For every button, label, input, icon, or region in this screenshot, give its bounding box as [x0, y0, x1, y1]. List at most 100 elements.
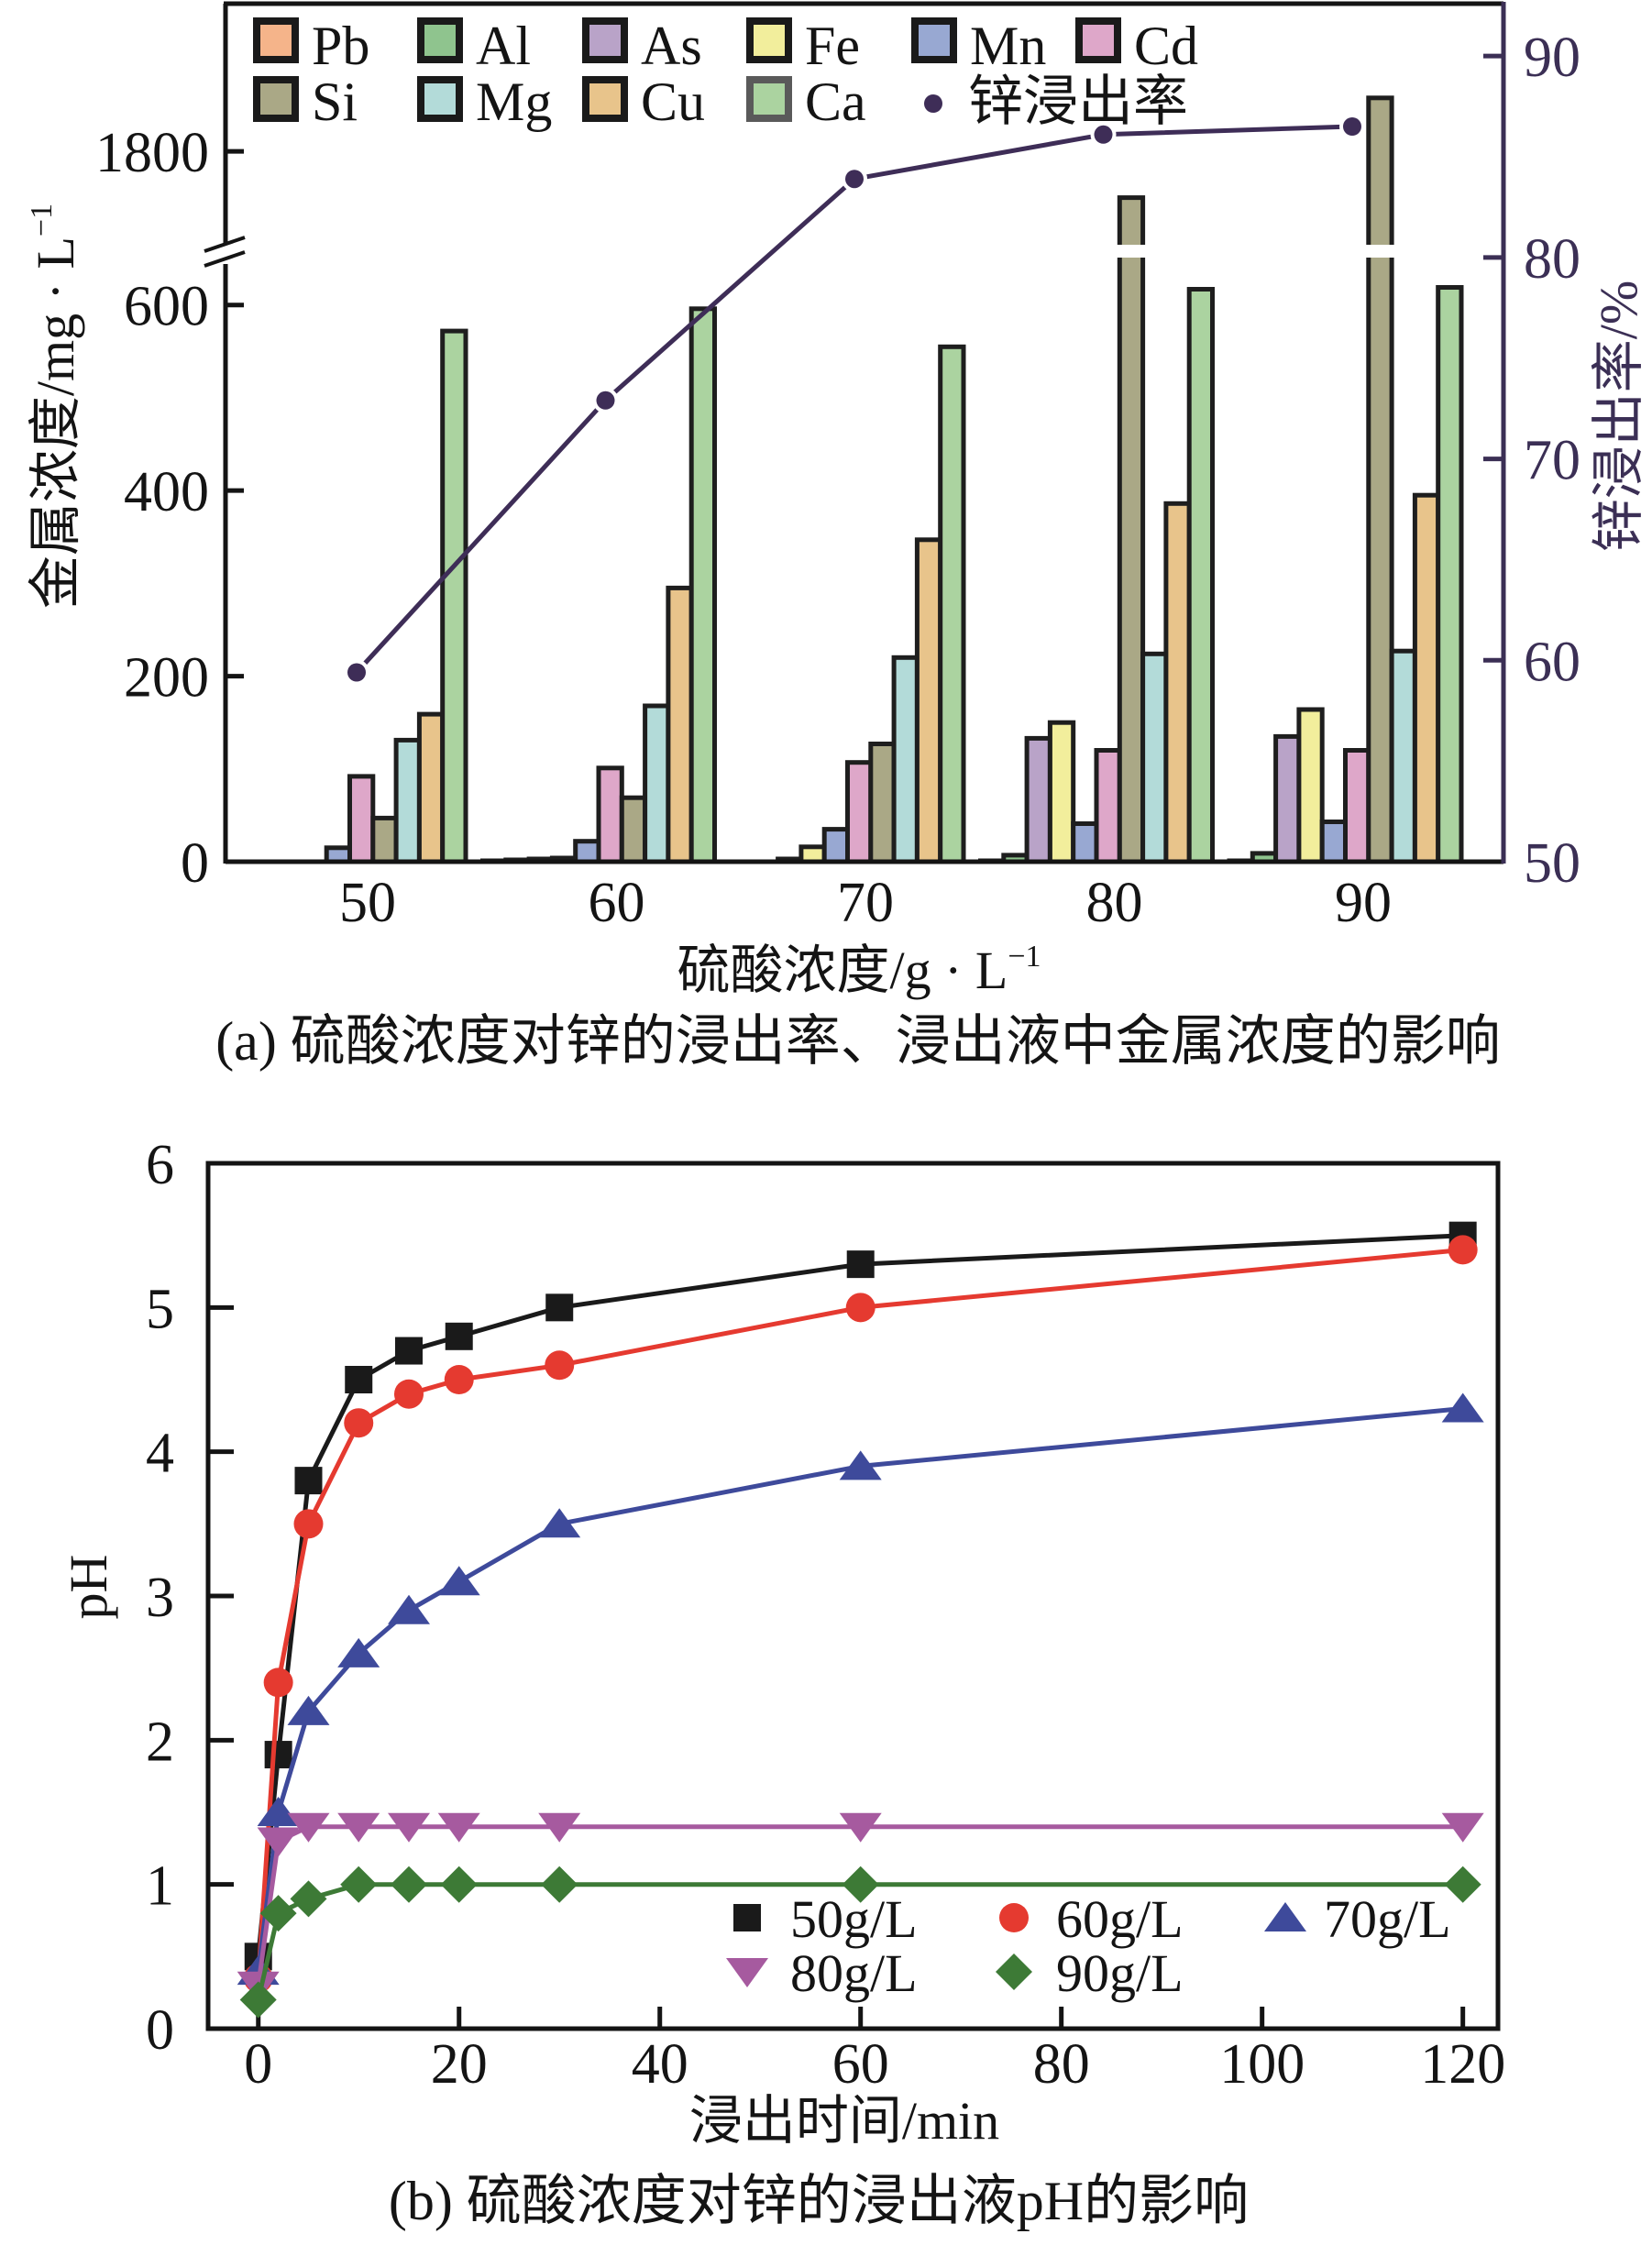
marker-70gl-t5 [287, 1695, 330, 1725]
axis-break-mark [204, 236, 246, 253]
bar-mn-90 [1319, 820, 1348, 864]
bar-cu-80 [1163, 501, 1192, 864]
legend-item-70gl: 70g/L [1264, 1889, 1451, 1949]
legend-swatch [417, 76, 463, 122]
marker-90gl-t5 [290, 1880, 327, 1918]
legend-label: 50g/L [790, 1889, 918, 1949]
y-axis-title-main: 金属浓度/mg · L [26, 237, 85, 609]
x-category-label: 90 [1335, 872, 1392, 934]
marker-90gl-t15 [391, 1865, 427, 1903]
y2-axis-title: 锌浸出率/% [1589, 281, 1648, 552]
marker-80gl-t5 [287, 1812, 330, 1843]
axes-layer: 0 200 400 600 1800 50 60 70 80 90 50 60 70 80 90 [95, 1, 1580, 934]
bar-layer [324, 95, 1464, 864]
legend-item-zn-leaching: 锌浸出率 [924, 72, 1188, 132]
series-80gl [237, 1812, 1484, 2001]
legend-item-90gl: 90g/L [996, 1943, 1184, 2003]
x-category-label: 50 [339, 872, 396, 934]
legend-label: 60g/L [1056, 1889, 1184, 1949]
y-tick-label: 4 [146, 1423, 174, 1485]
legend-item-60gl: 60g/L [999, 1889, 1184, 1949]
bar-ca-90 [1436, 285, 1464, 864]
legend-label: Ca [805, 72, 866, 132]
legend-label: Al [476, 16, 531, 76]
legend-label: As [641, 16, 702, 76]
chart-a-metal-concentration: 0 200 400 600 1800 50 60 70 80 90 50 60 70 80 90 Pb Al A… [25, 1, 1648, 1072]
legend-swatch [582, 76, 628, 122]
marker-50gl-t10 [345, 1366, 373, 1393]
bar-as-80 [1024, 735, 1052, 864]
legend-label: Fe [805, 16, 860, 76]
legend-item-cd: Cd [1075, 16, 1198, 76]
legend-marker [733, 1904, 761, 1931]
marker-90gl-t60 [842, 1865, 879, 1903]
legend-swatch [1075, 17, 1121, 63]
x-axis-title-main: 硫酸浓度/g · L [677, 941, 1008, 1000]
legend-label: 80g/L [790, 1943, 918, 2003]
y-tick-label: 400 [124, 461, 209, 523]
x-tick-label: 120 [1420, 2033, 1505, 2096]
y-tick-label: 1800 [95, 122, 209, 184]
legend-marker [999, 1903, 1029, 1932]
bar-ca-70 [938, 344, 966, 864]
legend-item-cu: Cu [582, 72, 705, 132]
marker-70gl-t120 [1441, 1392, 1484, 1423]
marker-50gl-t5 [294, 1467, 323, 1495]
y-axis-title: 金属浓度/mg · L−1 [25, 204, 85, 609]
zn-leaching-point-50 [344, 659, 369, 686]
marker-70gl-t2 [257, 1797, 300, 1826]
y-tick-label: 200 [124, 647, 209, 710]
marker-50gl-t2 [264, 1741, 292, 1769]
legend-item-si: Si [253, 72, 358, 132]
marker-90gl-t120 [1444, 1865, 1481, 1903]
x-tick-label: 80 [1033, 2033, 1090, 2096]
marker-70gl-t15 [388, 1594, 430, 1624]
y-tick-label: 0 [181, 832, 209, 895]
bar-si-60 [619, 795, 648, 864]
bar-cu-70 [914, 537, 943, 864]
bar-cd-60 [596, 765, 624, 864]
legend-item-as: As [582, 16, 702, 76]
y-tick-label: 1 [146, 1855, 174, 1918]
marker-60gl-t20 [444, 1365, 474, 1394]
x-tick-label: 0 [244, 2033, 272, 2096]
legend-swatch [253, 76, 299, 122]
bar-si-90 [1366, 95, 1394, 864]
y2-tick-label: 60 [1524, 631, 1580, 693]
chart-b-ph-vs-time: 0 20 40 60 80 100 120 0 1 2 3 4 5 6 50g/L 60g/L 70g/L 80… [59, 1134, 1505, 2231]
legend-label: 70g/L [1324, 1889, 1451, 1949]
marker-60gl-t30 [545, 1350, 575, 1381]
legend-marker [996, 1953, 1032, 1990]
x-category-label: 70 [837, 872, 894, 934]
legend-swatch [253, 17, 299, 63]
legend-item-al: Al [417, 16, 531, 76]
series-60gl [243, 1235, 1478, 1993]
bar-cd-80 [1094, 748, 1122, 864]
y-axis-title-superscript: −1 [25, 204, 59, 237]
marker-90gl-t20 [440, 1865, 478, 1903]
marker-50gl-t20 [445, 1322, 473, 1350]
caption-b: (b) 硫酸浓度对锌的浸出液pH的影响 [389, 2171, 1249, 2231]
bar-fe-80 [1047, 720, 1076, 864]
marker-70gl-t20 [437, 1566, 480, 1596]
caption-a: (a) 硫酸浓度对锌的浸出率、浸出液中金属浓度的影响 [215, 1011, 1501, 1072]
x-axis-title-superscript: −1 [1008, 940, 1041, 974]
bar-mg-50 [393, 737, 422, 864]
legend-label: 锌浸出率 [968, 72, 1188, 132]
y2-tick-label: 80 [1524, 228, 1580, 291]
marker-90gl-t10 [340, 1865, 378, 1903]
marker-90gl-t0 [239, 1981, 277, 2019]
y2-tick-label: 90 [1524, 27, 1580, 89]
series-50gl [244, 1221, 1477, 1971]
legend-item-ca: Ca [746, 72, 866, 132]
legend-item-50gl: 50g/L [733, 1889, 918, 1949]
x-category-label: 60 [589, 872, 645, 934]
legend-item-mn: Mn [911, 16, 1046, 76]
y2-tick-label: 50 [1524, 832, 1580, 895]
bar-cu-50 [416, 711, 446, 864]
x-axis-title: 硫酸浓度/g · L−1 [677, 940, 1041, 1000]
x-tick-label: 20 [431, 2033, 488, 2096]
x-tick-label: 100 [1219, 2033, 1305, 2096]
marker-50gl-t15 [394, 1337, 423, 1365]
legend-label: Mg [476, 72, 552, 132]
